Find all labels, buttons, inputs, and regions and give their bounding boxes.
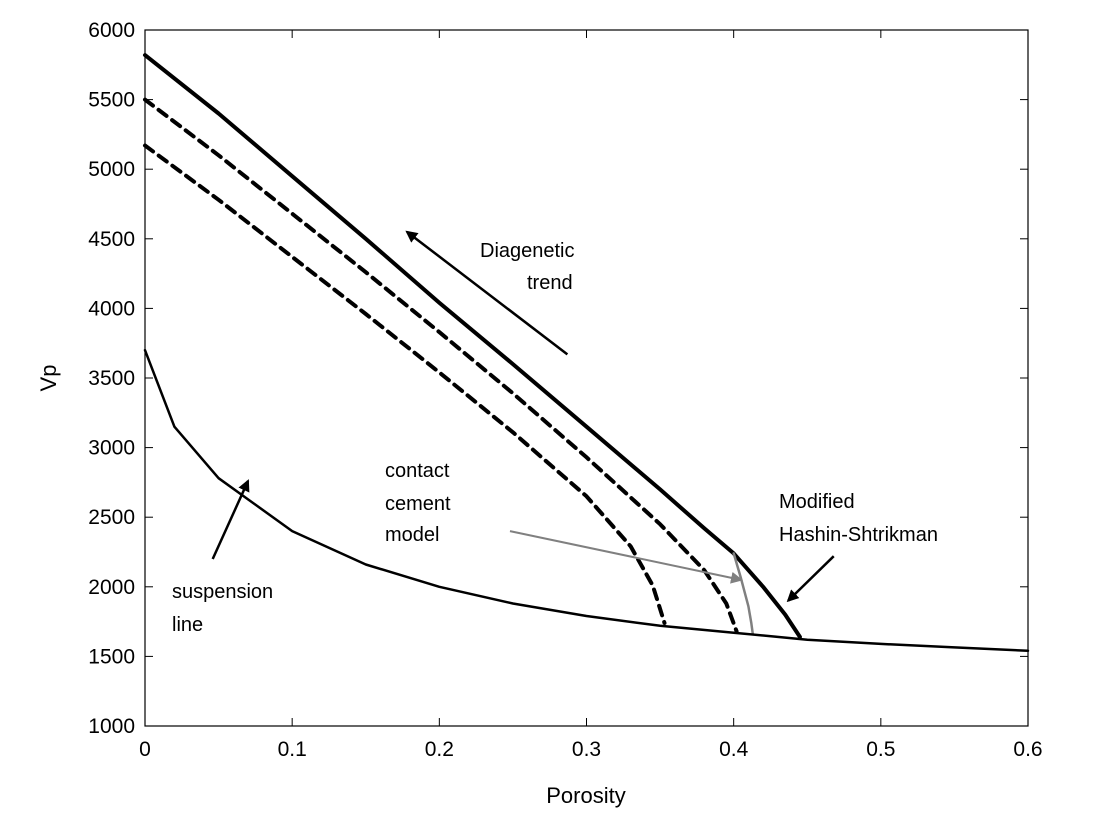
x-tick-label: 0.1	[278, 738, 307, 761]
axis-ticks: 0 0.1 0.2 0.3 0.4 0.5 0.6 1000 1500 2000 2500 3000 3…	[88, 19, 1042, 761]
y-tick-label: 5000	[88, 158, 135, 181]
series-group	[143, 53, 1030, 653]
annotation-modified-hashin-shtrikman: Modified Hashin-Shtrikman	[779, 491, 938, 546]
series-line-1	[143, 97, 739, 634]
y-tick-label: 3000	[88, 437, 135, 460]
suspension-line-arrow	[211, 479, 250, 560]
x-tick-label: 0.6	[1013, 738, 1042, 761]
x-tick-label: 0.2	[425, 738, 454, 761]
series-line-2	[143, 143, 667, 625]
series-line-0	[143, 53, 802, 639]
y-axis-title: Vp	[36, 365, 61, 392]
y-tick-label: 6000	[88, 19, 135, 42]
contact-cement-arrow	[509, 530, 743, 584]
annotation-contact-cement-model: contact cement model	[385, 460, 456, 546]
diagenetic-trend-arrow	[405, 230, 569, 356]
annotation-diagenetic-trend: Diagenetic trend	[480, 240, 580, 294]
y-tick-label: 2500	[88, 506, 135, 529]
x-tick-label: 0.5	[866, 738, 895, 761]
y-tick-label: 4000	[88, 297, 135, 320]
series-line-4	[143, 348, 1030, 653]
y-tick-label: 5500	[88, 89, 135, 112]
series-line-3	[732, 552, 755, 636]
modified-hs-arrow	[786, 555, 835, 603]
y-tick-label: 1500	[88, 645, 135, 668]
x-tick-label: 0.4	[719, 738, 749, 761]
x-tick-label: 0.3	[572, 738, 601, 761]
plot-frame	[144, 29, 1029, 727]
x-tick-label: 0	[139, 738, 151, 761]
annotation-suspension-line: suspension line	[172, 581, 279, 636]
y-tick-label: 3500	[88, 367, 135, 390]
y-tick-label: 4500	[88, 228, 135, 251]
x-axis-title: Porosity	[546, 783, 625, 808]
arrows-group	[211, 230, 835, 603]
y-tick-label: 2000	[88, 576, 135, 599]
y-tick-label: 1000	[88, 715, 135, 738]
